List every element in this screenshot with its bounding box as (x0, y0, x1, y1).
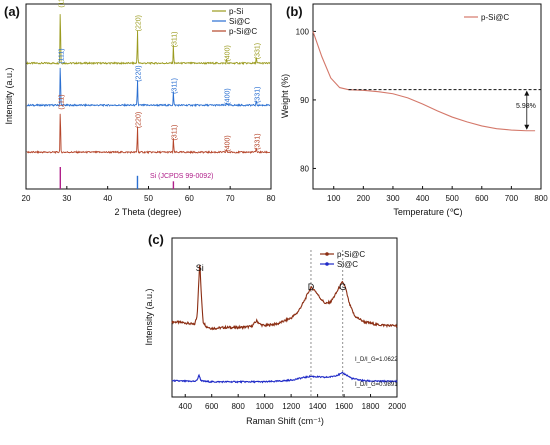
panel-b-xtick-label: 500 (445, 194, 459, 203)
panel-a-xlabel: 2 Theta (degree) (115, 207, 182, 217)
tga-curve (312, 31, 536, 132)
xrd-curve-p-si-c (26, 113, 271, 155)
raman-peak-label-d: D (308, 282, 315, 292)
xrd-peak-label: (400) (224, 45, 231, 61)
panel-a-xtick-label: 50 (144, 194, 153, 203)
panel-c-xtick-label: 1000 (256, 402, 274, 411)
raman-peak-label-g: G (339, 282, 346, 292)
panel-c-xtick-label: 1400 (309, 402, 327, 411)
xrd-peak-label: (400) (224, 88, 231, 104)
panel-b: (b) Weight (%) Temperature (℃) 100 200 300… (280, 3, 548, 217)
ratio-label-si-c: I_D/I_G=0.9891 (355, 382, 398, 388)
panel-c-frame (171, 237, 398, 398)
legend-marker-raman-p-si-c (325, 252, 329, 256)
panel-b-ytick-label: 100 (296, 27, 310, 36)
panel-c-xtick-label: 1800 (362, 402, 380, 411)
panel-c-xtick-label: 1200 (282, 402, 300, 411)
arrow-head-up (524, 90, 530, 96)
panel-c-xtick-label: 1600 (335, 402, 353, 411)
panel-c-label: (c) (148, 232, 164, 247)
legend-label-si-c: Si@C (229, 17, 250, 26)
panel-c-xlabel: Raman Shift (cm⁻¹) (246, 416, 324, 426)
panel-c-xtick-label: 400 (179, 402, 193, 411)
panel-a-xtick-label: 40 (103, 194, 112, 203)
panel-b-xtick-label: 800 (534, 194, 548, 203)
xrd-curve-si-c (26, 67, 271, 108)
panel-a-legend: p-Si Si@C p-Si@C (212, 7, 257, 36)
xrd-peak-label: (400) (224, 135, 231, 151)
xrd-peak-label: (111) (58, 0, 65, 8)
xrd-curve-p-si (26, 14, 271, 66)
panel-b-xtick-label: 200 (357, 194, 371, 203)
legend-label-p-si-c: p-Si@C (229, 27, 257, 36)
panel-a-ylabel: Intensity (a.u.) (4, 67, 14, 124)
panel-a-xtick-label: 70 (226, 194, 235, 203)
panel-c-xtick-label: 2000 (388, 402, 406, 411)
panel-c: (c) Intensity (a.u.) Raman Shift (cm⁻¹) … (144, 232, 406, 426)
panel-b-label: (b) (286, 4, 303, 19)
legend-label-p-si: p-Si (229, 7, 243, 16)
panel-b-ylabel: Weight (%) (280, 74, 290, 118)
panel-b-ytick-label: 80 (300, 164, 309, 173)
xrd-peak-label: (111) (58, 48, 65, 63)
ratio-label-p-si-c: I_D/I_G=1.0622 (355, 357, 398, 363)
xrd-peak-label: (220) (135, 112, 142, 128)
xrd-peak-label: (220) (135, 65, 142, 81)
xrd-peak-label: (220) (135, 15, 142, 31)
panel-a-xtick-label: 80 (267, 194, 276, 203)
panel-c-legend: p-Si@C Si@C (320, 250, 365, 269)
panel-c-xtick-label: 600 (205, 402, 219, 411)
panel-a-reference-label: Si (JCPDS 99-0092) (150, 173, 213, 180)
arrow-head-down (524, 124, 530, 130)
panel-b-legend: p-Si@C (464, 13, 509, 22)
raman-peak-label-si: Si (196, 263, 204, 273)
legend-label-raman-p-si-c: p-Si@C (337, 250, 365, 259)
raman-curve-p-si-c (171, 265, 398, 331)
xrd-peak-label: (111) (58, 94, 65, 109)
panel-b-xtick-label: 700 (505, 194, 519, 203)
xrd-peak-label: (331) (254, 133, 261, 149)
panel-b-xtick-label: 300 (386, 194, 400, 203)
panel-b-ytick-label: 90 (300, 96, 309, 105)
xrd-peak-label: (311) (171, 125, 178, 141)
panel-b-annotation: 5.98% (516, 103, 536, 110)
raman-curve-si-c (171, 371, 398, 384)
panel-b-frame (312, 3, 542, 190)
panel-a-xtick-label: 20 (22, 194, 31, 203)
panel-b-xtick-label: 600 (475, 194, 489, 203)
xrd-peak-label: (311) (171, 78, 178, 94)
xrd-peak-label: (331) (254, 87, 261, 103)
panel-a-label: (a) (4, 4, 20, 19)
panel-a: (a) Intensity (a.u.) 2 Theta (degree) 20… (4, 0, 276, 217)
panel-a-xtick-label: 60 (185, 194, 194, 203)
xrd-peak-label: (311) (171, 32, 178, 48)
legend-label-raman-si-c: Si@C (337, 260, 358, 269)
panel-c-ylabel: Intensity (a.u.) (144, 288, 154, 345)
xrd-peak-label: (331) (254, 43, 261, 59)
panel-b-xtick-label: 400 (416, 194, 430, 203)
panel-c-xtick-label: 800 (231, 402, 245, 411)
legend-marker-raman-si-c (325, 262, 329, 266)
legend-label-p-si-c-tga: p-Si@C (481, 13, 509, 22)
panel-b-xtick-label: 100 (327, 194, 341, 203)
panel-a-xtick-label: 30 (62, 194, 71, 203)
panel-b-xlabel: Temperature (℃) (393, 207, 462, 217)
